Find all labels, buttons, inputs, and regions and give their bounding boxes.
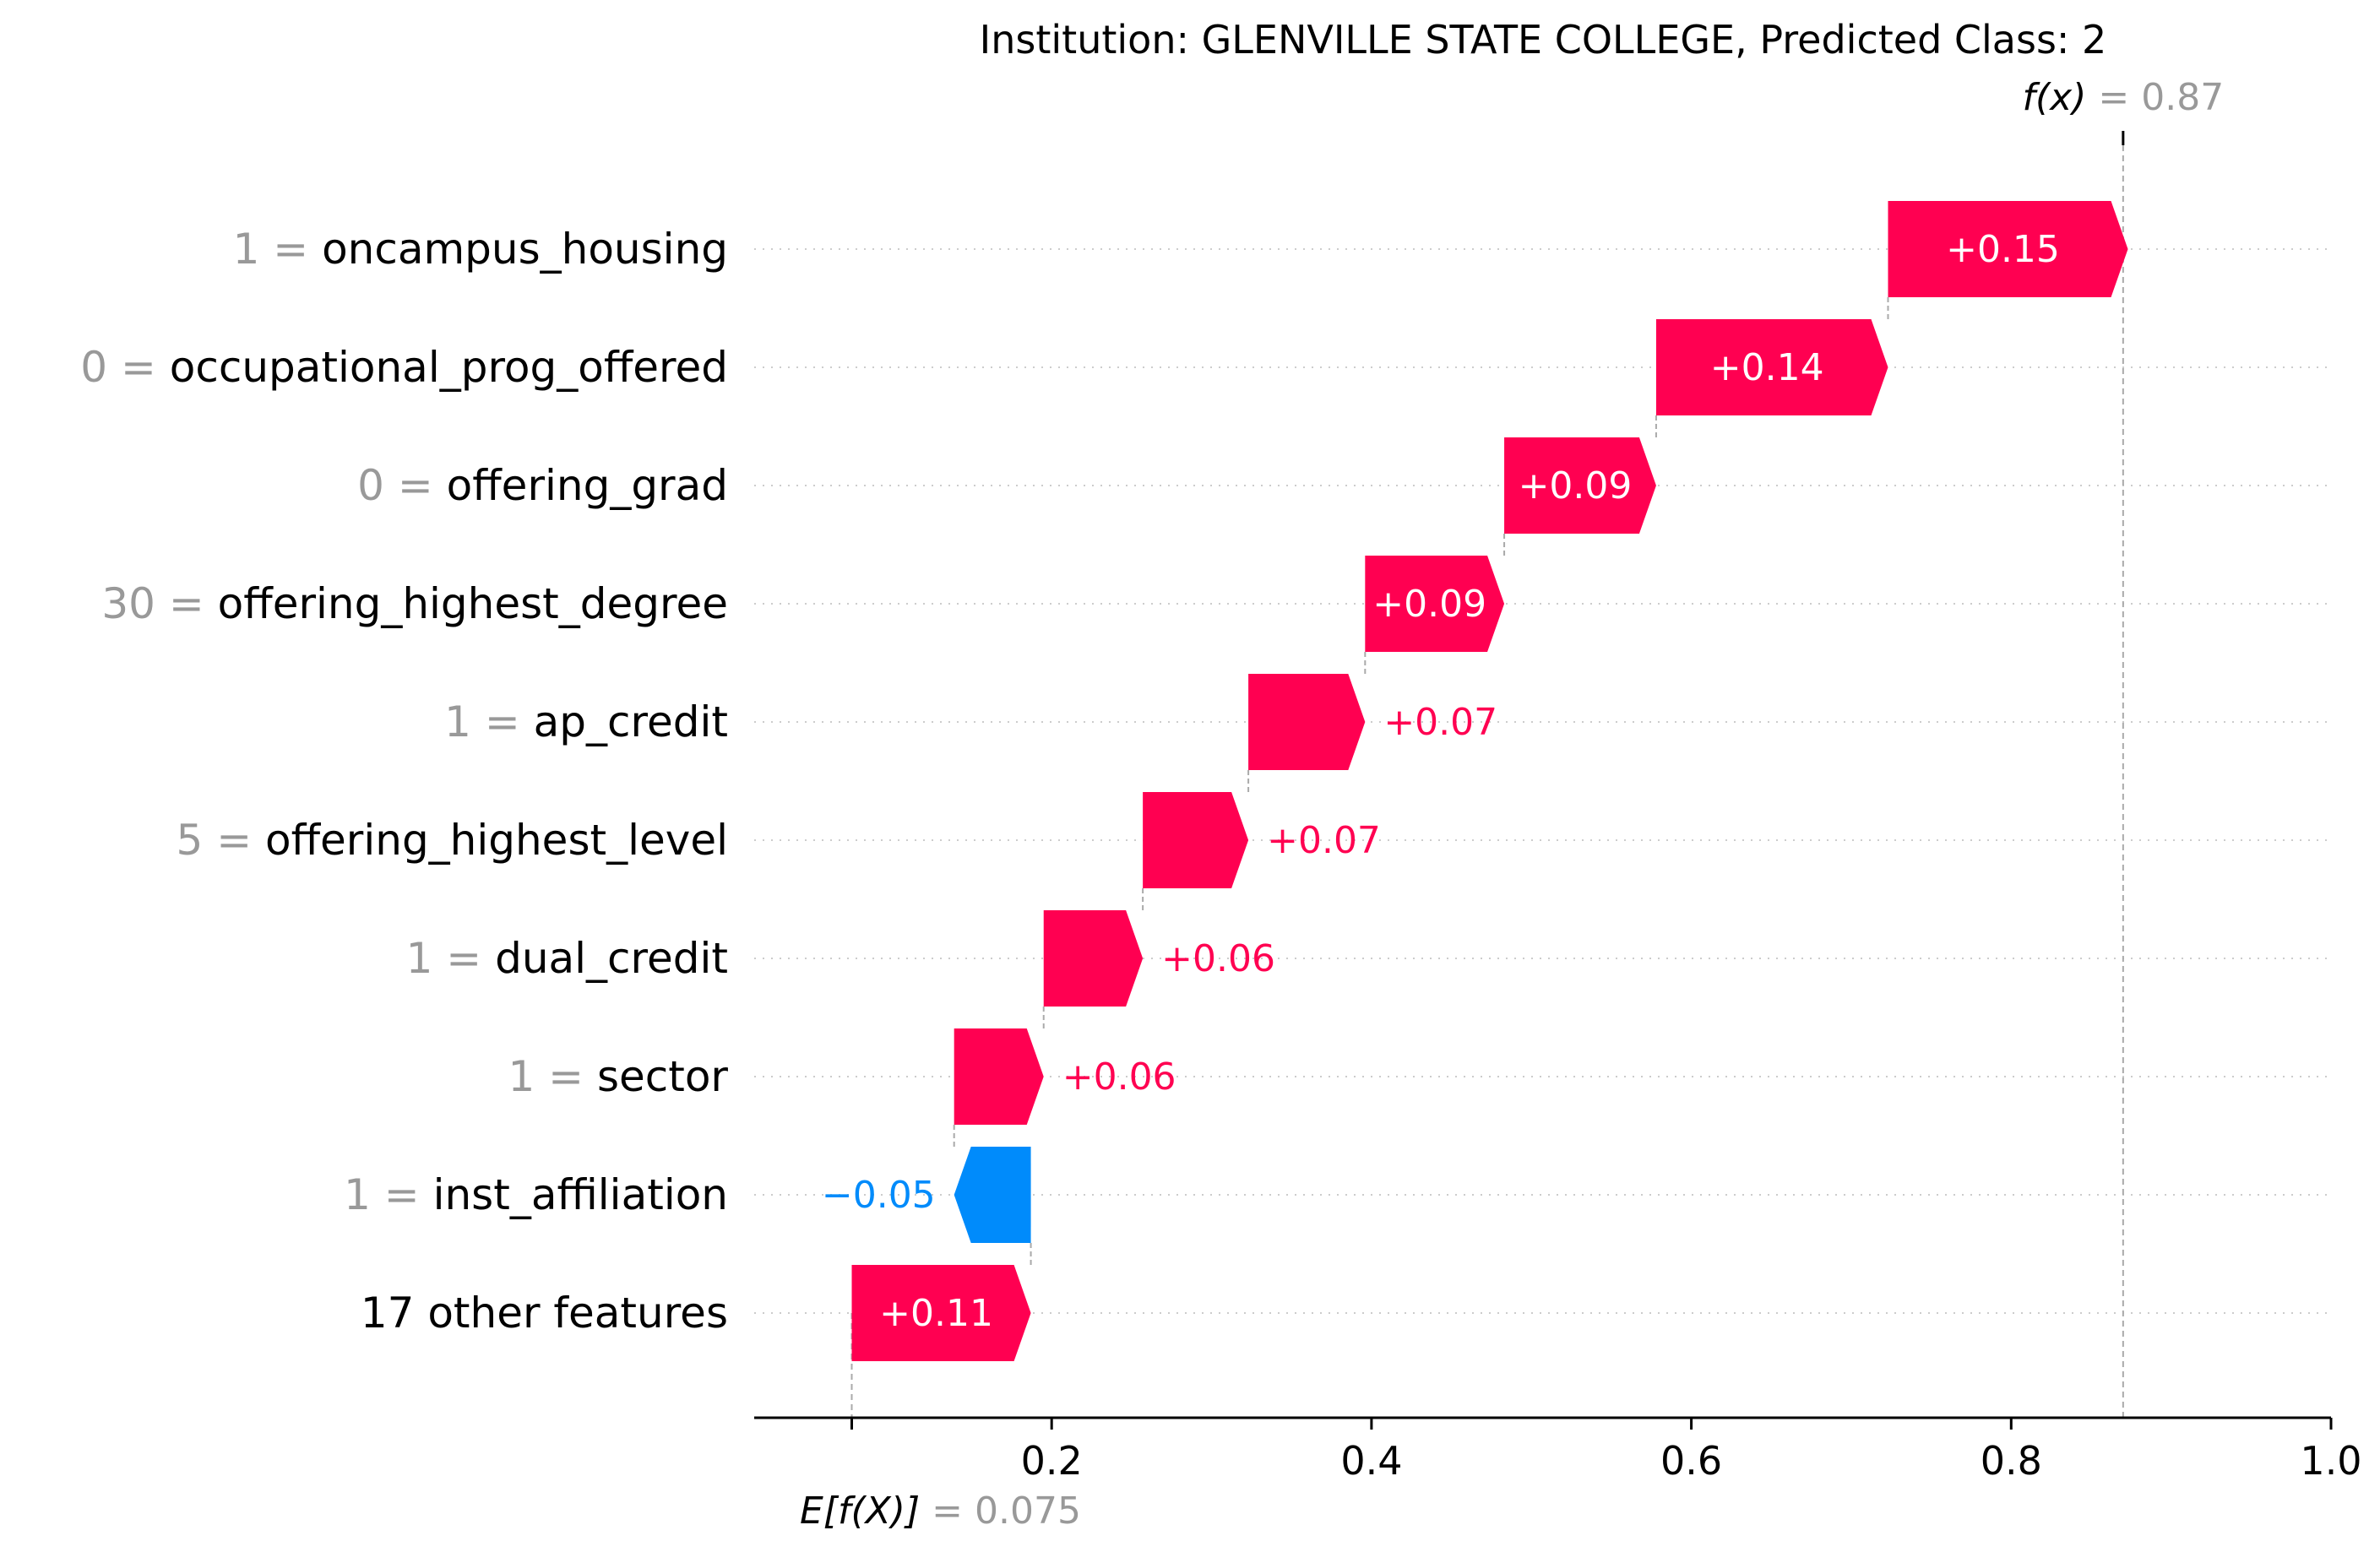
feature-label: 1 = inst_affiliation [344,1170,728,1219]
fx-value: = 0.87 [2098,76,2224,119]
feature-value: 1 = [344,1170,433,1219]
bar-value-label: −0.05 [822,1174,936,1217]
feature-label: 1 = ap_credit [444,697,728,746]
positive-bar [1504,437,1656,534]
feature-name: occupational_prog_offered [170,343,728,392]
base-label: E[f(X)] [800,1490,932,1533]
feature-label: 30 = offering_highest_degree [101,579,728,628]
x-tick-label: 1.0 [2300,1438,2361,1484]
positive-bar [1655,319,1888,415]
x-tick-label: 0.4 [1340,1438,1402,1484]
feature-label: 0 = offering_grad [357,461,728,510]
x-tick-label: 0.2 [1021,1438,1083,1484]
fx-annotation: f(x) = 0.87 [2023,76,2225,119]
feature-label: 5 = offering_highest_level [177,816,729,865]
feature-value: 0 = [357,461,447,510]
reference-lines [850,131,2125,1418]
feature-name: offering_highest_level [265,816,728,865]
feature-value: 1 = [444,697,534,746]
bar-value-label: +0.11 [879,1292,993,1335]
feature-label: 17 other features [361,1289,728,1338]
base-annotation: E[f(X)] = 0.075 [800,1490,1081,1533]
bar-value-label: +0.09 [1519,464,1633,507]
feature-value: 0 = [80,343,170,392]
bar-value-label: +0.09 [1372,583,1486,626]
feature-name: 17 other features [361,1289,728,1338]
x-tick-label: 0.6 [1660,1438,1722,1484]
value-annotations: +0.15 +0.14 +0.09 +0.09 +0.07 +0.07 +0.06 +0.06… [800,76,2224,1533]
feature-labels: 1 = oncampus_housing 0 = occupational_pro… [80,225,728,1338]
feature-label: 1 = sector [508,1052,728,1101]
feature-value: 1 = [508,1052,597,1101]
feature-label: 1 = oncampus_housing [233,225,728,274]
feature-name: offering_grad [447,461,728,510]
feature-value: 5 = [177,816,266,865]
feature-name: oncampus_housing [322,225,728,274]
positive-bar [954,1028,1044,1125]
feature-name: inst_affiliation [433,1170,728,1219]
feature-name: offering_highest_degree [218,579,728,628]
feature-label: 0 = occupational_prog_offered [80,343,728,392]
bar-value-label: +0.06 [1161,937,1275,980]
bar-value-label: +0.14 [1710,346,1824,389]
base-value: = 0.075 [932,1490,1081,1533]
positive-bar [1888,201,2128,297]
x-axis: 0.2 0.4 0.6 0.8 1.0 [754,1416,2362,1484]
positive-bar [1043,910,1144,1007]
bar-value-label: +0.06 [1062,1055,1176,1099]
feature-name: sector [597,1052,728,1101]
chart-title: Institution: GLENVILLE STATE COLLEGE, Pr… [980,17,2107,62]
bar-value-label: +0.07 [1383,701,1497,744]
x-tick-label: 0.8 [1981,1438,2042,1484]
positive-bar [1248,674,1366,770]
feature-value: 1 = [233,225,323,274]
feature-name: dual_credit [495,934,728,983]
feature-value: 30 = [101,579,217,628]
bar-value-label: +0.07 [1267,819,1381,862]
feature-name: ap_credit [534,697,728,746]
contribution-bars [851,201,2128,1361]
feature-label: 1 = dual_credit [406,934,728,983]
positive-bar [1143,792,1249,888]
fx-label: f(x) [2023,76,2099,119]
bar-value-label: +0.15 [1946,228,2060,271]
positive-bar [851,1265,1031,1361]
positive-bar [1365,556,1505,652]
feature-value: 1 = [406,934,496,983]
negative-bar [954,1147,1031,1243]
